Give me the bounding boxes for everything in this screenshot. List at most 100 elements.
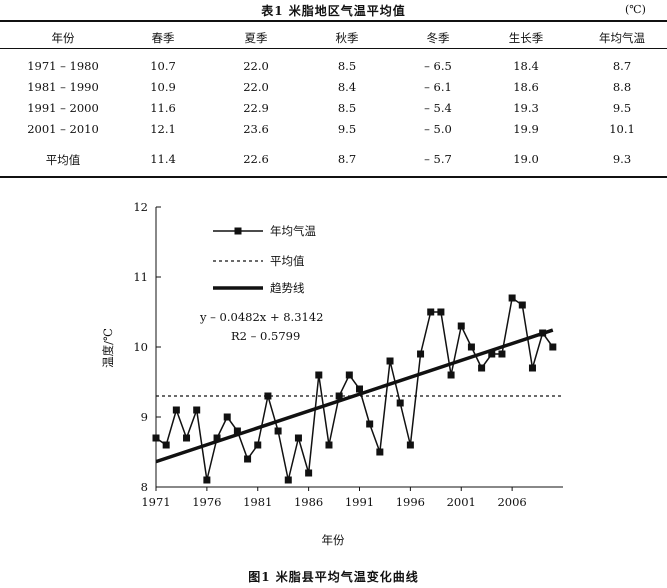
x-tick-label: 1986: [294, 495, 323, 509]
temperature-chart: 8 9 10 11 12 1971 1976 1981 1986 1991 1996 2001 2006…: [101, 200, 563, 547]
annual-temperature-point: [528, 364, 536, 372]
chart-marks: [152, 294, 563, 484]
annual-temperature-point: [366, 420, 374, 428]
table-cell: 8.5: [337, 59, 357, 73]
annual-temperature-point: [213, 434, 221, 442]
table-title: 表1 米脂地区气温平均值: [261, 4, 406, 18]
table-cell: 22.0: [243, 80, 269, 94]
annual-temperature-point: [294, 434, 302, 442]
table-top-rule: [0, 20, 667, 22]
table-cell: 1991 – 2000: [27, 101, 99, 115]
annual-temperature-point: [325, 441, 333, 449]
annual-temperature-point: [223, 413, 231, 421]
table-unit: (℃): [625, 3, 646, 16]
table-header-cell: 春季: [151, 31, 175, 45]
annual-temperature-point: [376, 448, 384, 456]
table-cell: 10.1: [609, 122, 635, 136]
table-cell: – 5.0: [424, 122, 452, 136]
x-tick-label: 1976: [192, 495, 221, 509]
table-cell: 8.7: [612, 59, 632, 73]
annual-temperature-point: [244, 455, 252, 463]
annual-temperature-point: [284, 476, 292, 484]
table-cell: 8.8: [612, 80, 632, 94]
legend-label-annual: 年均气温: [270, 224, 316, 238]
chart-legend: 年均气温 平均值 趋势线: [213, 224, 316, 295]
table-header-cell: 生长季: [508, 31, 544, 45]
annual-temperature-line: [155, 296, 554, 481]
table-average-cell: 8.7: [337, 152, 357, 166]
trend-r2: R2 – 0.5799: [231, 329, 300, 343]
table-cell: 8.4: [337, 80, 357, 94]
table-cell: – 5.4: [424, 101, 452, 115]
annual-temperature-point: [478, 364, 486, 372]
y-tick-label: 10: [133, 340, 148, 354]
figure-caption: 图1 米脂县平均气温变化曲线: [248, 570, 419, 584]
table-header-cell: 秋季: [335, 31, 359, 45]
annual-temperature-point: [427, 308, 435, 316]
annual-temperature-point: [417, 350, 425, 358]
y-tick-label: 8: [141, 480, 148, 494]
annual-temperature-point: [203, 476, 211, 484]
table-cell: 1971 – 1980: [27, 59, 99, 73]
table-cell: 19.9: [513, 122, 539, 136]
x-axis-label: 年份: [322, 533, 345, 547]
annual-temperature-point: [386, 357, 394, 365]
table-cell: 2001 – 2010: [27, 122, 99, 136]
annual-temperature-point: [254, 441, 262, 449]
legend-label-mean: 平均值: [270, 254, 305, 268]
table-cell: – 6.5: [424, 59, 452, 73]
annual-temperature-point: [447, 371, 455, 379]
annual-temperature-point: [162, 441, 170, 449]
annual-temperature-point: [467, 343, 475, 351]
table-cell: 18.4: [513, 59, 539, 73]
chart-axes: 8 9 10 11 12 1971 1976 1981 1986 1991 1996 2001 2006: [133, 200, 563, 509]
legend-label-trend: 趋势线: [270, 281, 305, 295]
annual-temperature-point: [539, 329, 547, 337]
table-cell: 19.3: [513, 101, 539, 115]
table-bottom-rule: [0, 176, 667, 178]
annual-temperature-point: [356, 385, 363, 393]
table-cell: 9.5: [337, 122, 357, 136]
table-average-cell: 22.6: [243, 152, 269, 166]
annual-temperature-point: [183, 434, 191, 442]
y-axis-label: 温度/℃: [101, 328, 115, 368]
table-header-cell: 冬季: [426, 31, 450, 45]
annual-temperature-point: [508, 294, 516, 302]
legend-marker-annual: [234, 227, 242, 235]
annual-temperature-point: [193, 406, 201, 414]
x-tick-label: 1996: [396, 495, 425, 509]
annual-temperature-point: [264, 392, 272, 400]
table-header-cell: 年均气温: [599, 31, 645, 45]
y-tick-label: 9: [141, 410, 148, 424]
table-cell: 10.7: [150, 59, 176, 73]
table-average-cell: 平均值: [45, 153, 81, 167]
table-header-rule: [0, 48, 667, 49]
annual-temperature-point: [315, 371, 323, 379]
trend-equation: y – 0.0482x + 8.3142: [199, 310, 323, 324]
annual-temperature-point: [437, 308, 445, 316]
annual-temperature-point: [498, 350, 506, 358]
annual-temperature-point: [549, 343, 557, 351]
table-cell: – 6.1: [424, 80, 452, 94]
table-cell: 10.9: [150, 80, 176, 94]
table-average-cell: 11.4: [150, 152, 176, 166]
table-cell: 22.9: [243, 101, 269, 115]
annual-temperature-point: [305, 469, 313, 477]
x-tick-label: 1981: [243, 495, 272, 509]
annual-temperature-point: [457, 322, 465, 330]
annual-temperature-point: [396, 399, 404, 407]
y-tick-label: 11: [133, 270, 148, 284]
x-tick-label: 2006: [497, 495, 526, 509]
table-average-cell: 9.3: [612, 152, 632, 166]
table-average-cell: – 5.7: [424, 152, 452, 166]
x-tick-label: 2001: [447, 495, 476, 509]
x-tick-label: 1971: [141, 495, 170, 509]
annual-temperature-point: [172, 406, 180, 414]
table-cell: 23.6: [243, 122, 269, 136]
annual-temperature-point: [274, 427, 282, 435]
annual-temperature-point: [233, 427, 241, 435]
y-tick-label: 12: [133, 200, 148, 214]
annual-temperature-point: [152, 434, 160, 442]
annual-temperature-point: [518, 301, 526, 309]
table-cell: 12.1: [150, 122, 176, 136]
